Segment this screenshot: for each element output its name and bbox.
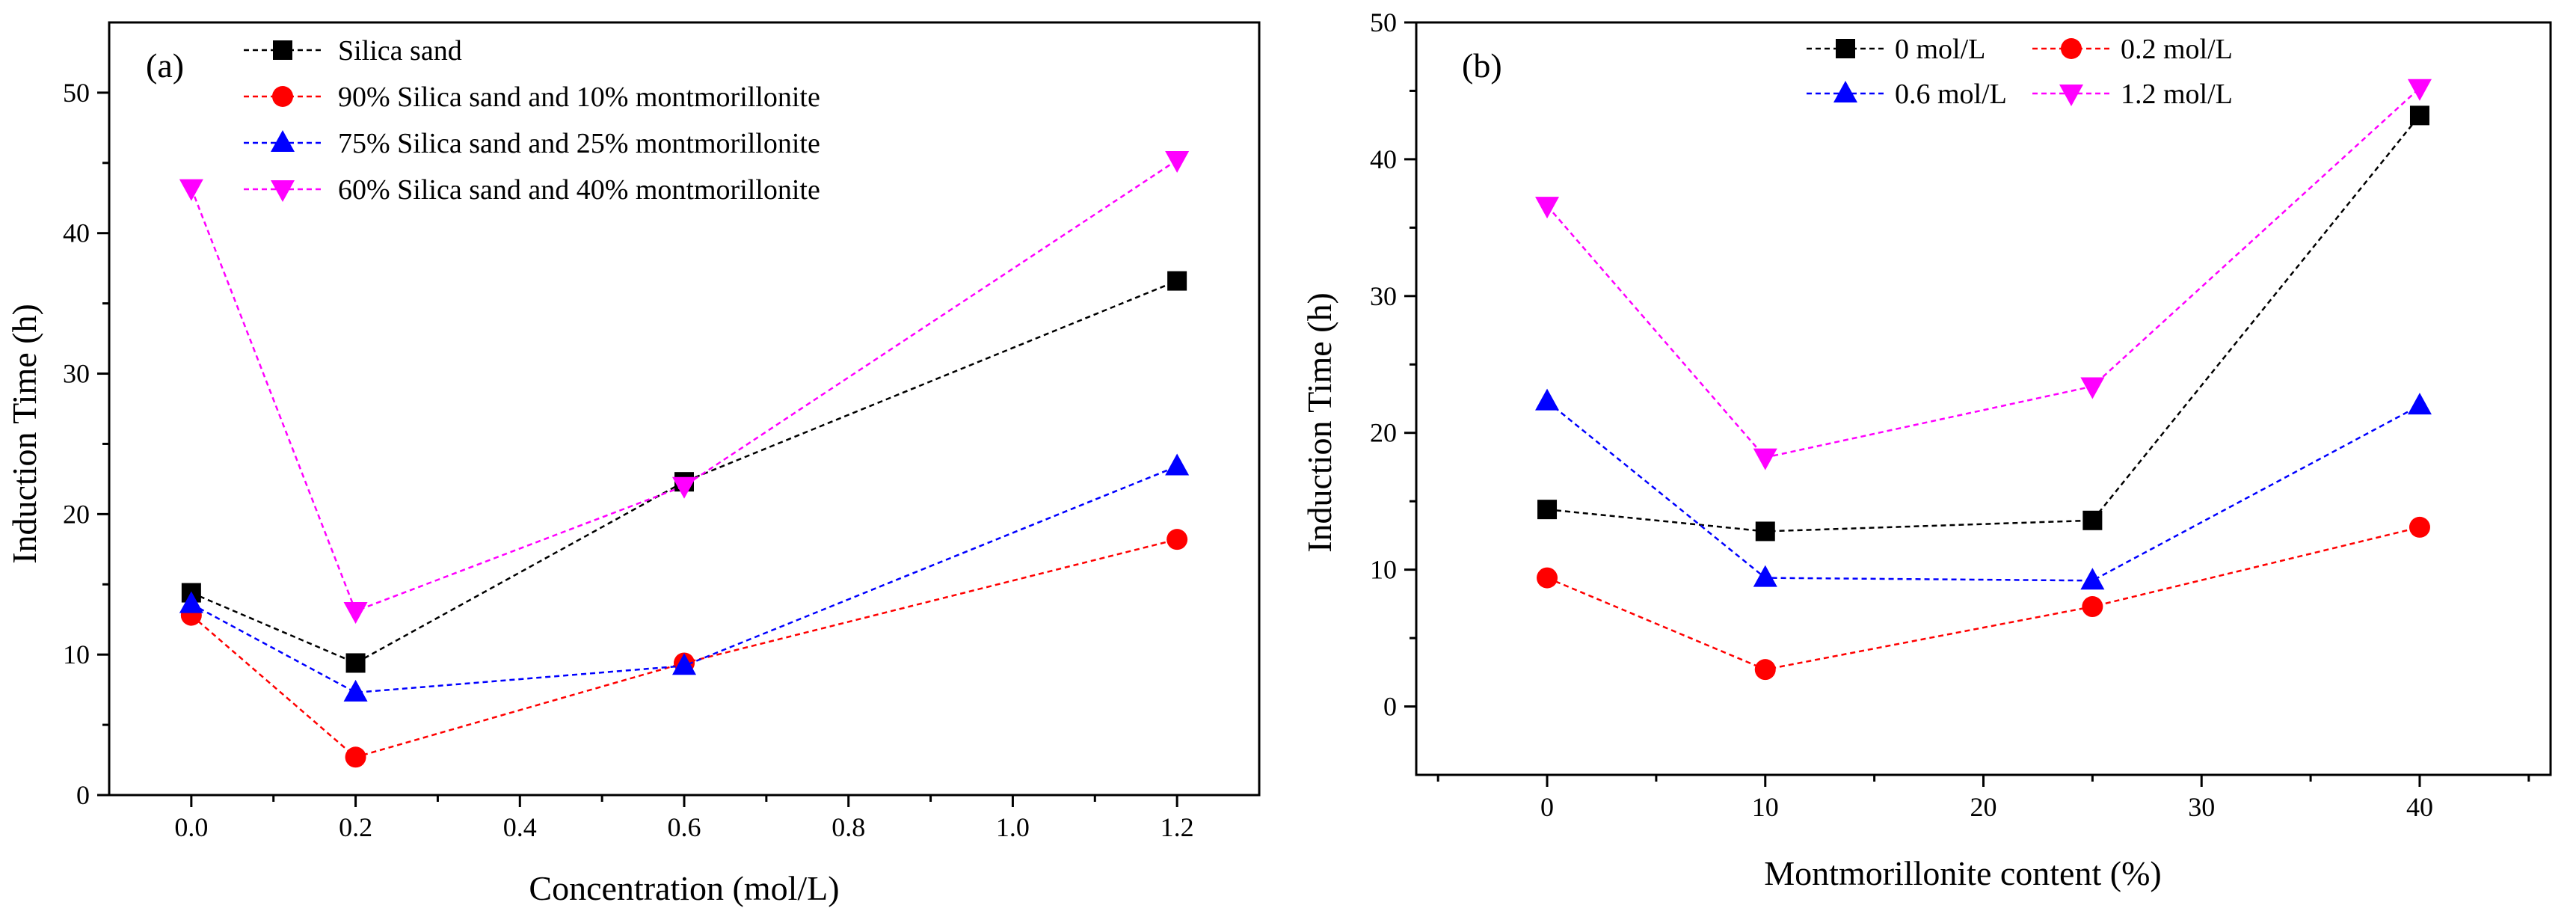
panel-a-legend-label-3: 75% Silica sand and 25% montmorillonite [338,128,820,159]
panel-a-series-2-point [345,746,366,768]
panel-b-x-tick-label: 30 [2188,792,2215,822]
panel-a-chart: (a) Concentration (mol/L) Induction Time… [5,21,1261,907]
panel-b-series-3-line [1546,400,2420,582]
panel-b-series-3-point [1753,565,1777,587]
panel-a-series-1-point [345,653,366,673]
panel-a-x-tick-label: 0.4 [503,812,537,842]
panel-a-series-3-point [672,653,696,675]
panel-a-x-tick-label: 0.2 [339,812,372,842]
panel-a-legend-label-2: 90% Silica sand and 10% montmorillonite [338,82,820,113]
panel-b-series-1-point [2082,510,2103,530]
panel-a-y-tick-label: 30 [63,359,90,389]
panel-a-legend-label-4: 60% Silica sand and 40% montmorillonite [338,174,820,206]
panel-a-series-3-point [179,591,203,613]
panel-a-legend-marker-2 [272,86,293,107]
panel-b-y-axis-title: Induction Time (h) [1300,292,1338,553]
panel-b-series-3-point [2080,568,2105,590]
panel-b-legend-marker-4 [2059,85,2083,106]
panel-b-x-axis-title: Montmorillonite content (%) [1764,854,2161,892]
panel-b-y-tick-label: 50 [1370,7,1397,37]
panel-a-series-4-line [190,159,1178,613]
panel-a-series-4-point [343,601,368,624]
panel-a-series-1-point [1167,271,1187,291]
panel-a-legend-marker-1 [273,40,292,60]
panel-b-plot-frame [1415,21,2552,776]
panel-b-chart: (b) Montmorillonite content (%) Inductio… [1300,7,2552,892]
panel-a-series-1-line [191,280,1178,664]
panel-a-x-axis-title: Concentration (mol/L) [529,869,839,907]
panel-a-y-tick-label: 10 [63,639,90,669]
panel-a-legend-marker-3 [271,130,295,152]
panel-b-series-1-line [1546,114,2420,533]
panel-a-x-tick-label: 0.6 [668,812,701,842]
panel-a-y-tick-label: 0 [76,780,90,810]
panel-a-series-2-line [191,538,1178,758]
panel-a-label: (a) [146,46,184,85]
panel-b-legend-marker-1 [1836,39,1855,58]
panel-b-series-4-point [1535,197,1560,219]
panel-a-series-3-line [191,465,1178,694]
panel-a-series-2-point [1166,529,1188,550]
panel-b-series-1-point [2409,105,2429,126]
panel-b-legend-label-3: 0.6 mol/L [1895,79,2007,110]
panel-b-series-2-point [2409,516,2430,538]
panel-b-series-4-line [1546,87,2420,459]
panel-b-series-2-line [1546,526,2420,671]
panel-b-label: (b) [1462,46,1502,85]
panel-b-series-4-point [2080,377,2105,399]
panel-b-y-tick-label: 40 [1370,144,1397,174]
panel-a-series-3-point [343,679,368,702]
panel-b-series-2-point [2082,596,2103,618]
panel-b-series-3-point [2407,393,2432,415]
panel-a-series-4-point [672,476,696,499]
panel-b-series-2-point [1537,567,1558,589]
panel-b-x-tick-label: 20 [1970,792,1997,822]
panel-a-series-3-point [1165,453,1190,476]
panel-b-series-1-point [1537,500,1558,520]
panel-a-y-axis-title: Induction Time (h) [5,304,43,564]
panel-a-x-tick-label: 1.2 [1161,812,1194,842]
panel-b-y-tick-label: 30 [1370,281,1397,311]
panel-b-legend-marker-2 [2061,38,2082,59]
panel-a-y-tick-label: 40 [63,218,90,248]
panel-b-series-2-point [1754,659,1776,681]
panel-a-legend-marker-4 [271,180,295,202]
panel-b-legend-label-4: 1.2 mol/L [2121,79,2233,110]
panel-a-x-tick-label: 0.8 [831,812,865,842]
panel-b-series-1-point [1755,521,1775,542]
panel-a-y-tick-label: 50 [63,78,90,108]
panel-b-y-tick-label: 0 [1383,692,1397,722]
panel-a-series-4-point [1165,151,1190,174]
panel-b-x-tick-label: 40 [2406,792,2433,822]
panel-b-x-tick-label: 10 [1752,792,1779,822]
panel-b-series-4-point [1753,448,1777,470]
panel-b-legend-marker-3 [1833,81,1857,102]
panel-a-legend-label-1: Silica sand [338,35,462,67]
panel-b-y-tick-label: 20 [1370,418,1397,448]
panel-a-series-4-point [179,179,203,201]
panel-b-legend-label-1: 0 mol/L [1895,34,1985,65]
panel-b-x-tick-label: 0 [1540,792,1554,822]
panel-a-y-tick-label: 20 [63,499,90,529]
panel-b-series-3-point [1535,388,1560,411]
panel-b-series-4-point [2407,79,2432,101]
panel-a-x-tick-label: 0.0 [174,812,208,842]
panel-a-x-tick-label: 1.0 [996,812,1030,842]
panel-b-y-tick-label: 10 [1370,555,1397,585]
panel-b-legend-label-2: 0.2 mol/L [2121,34,2233,65]
